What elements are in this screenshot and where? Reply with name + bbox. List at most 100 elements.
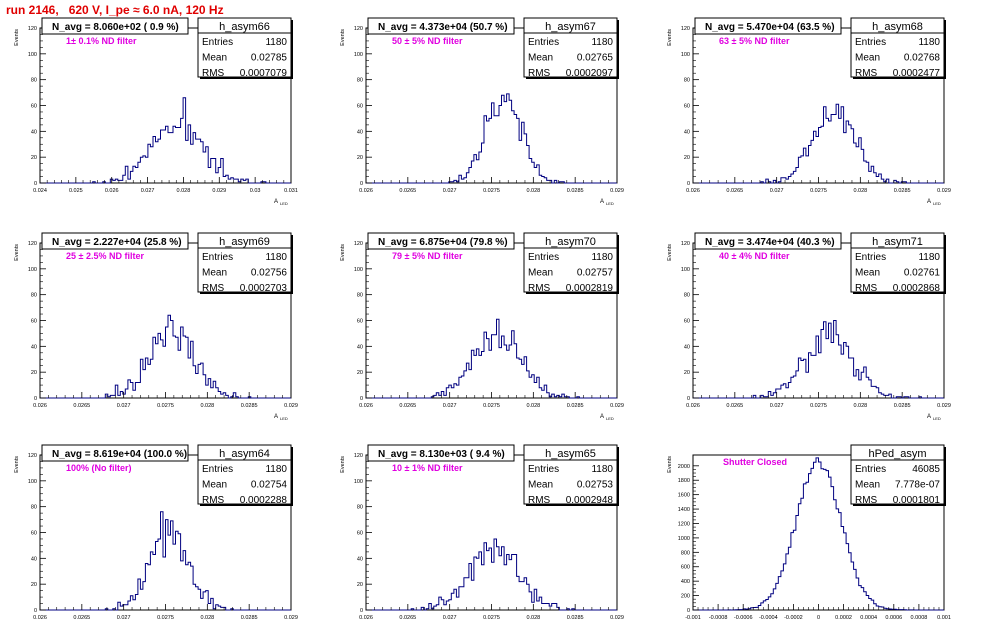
stats-value-entries: 1180	[265, 37, 287, 48]
x-tick-label: 0.028	[526, 188, 540, 194]
x-tick-label: 0.0265	[73, 615, 90, 621]
stats-label-entries: Entries	[202, 464, 233, 475]
stats-label-mean: Mean	[528, 480, 553, 491]
stats-value-entries: 1180	[265, 252, 287, 263]
stats-box	[523, 17, 618, 78]
x-tick-label: 0.027	[117, 403, 131, 409]
y-tick-label: 80	[684, 293, 690, 299]
y-tick-label: 60	[684, 319, 690, 325]
x-tick-label: 0.029	[284, 615, 298, 621]
stats-value-mean: 0.02768	[904, 53, 941, 64]
histogram-line	[40, 97, 291, 184]
x-tick-label: 0.029	[284, 403, 298, 409]
navg-label: N_avg = 8.130e+03 ( 9.4 %)	[378, 449, 505, 460]
x-tick-label: -0.0004	[759, 615, 778, 621]
x-tick-label: 0.0275	[157, 615, 174, 621]
x-tick-label: -0.0002	[784, 615, 803, 621]
y-tick-label: 60	[31, 319, 37, 325]
navg-box	[41, 17, 189, 35]
y-tick-label: 20	[684, 155, 690, 161]
x-tick-label: 0.001	[937, 615, 951, 621]
x-axis-title: A	[274, 199, 278, 205]
stats-label-mean: Mean	[855, 53, 880, 64]
stats-value-mean: 0.02757	[577, 268, 614, 279]
histogram-panel-h_asym66: 0.024 0.025 0.026 0.027 0.028 0.029 0.03 0.031 0…	[14, 17, 298, 206]
run-title: run 2146, 620 V, I_pe ≈ 6.0 nA, 120 Hz	[6, 3, 224, 17]
y-tick-label: 120	[354, 453, 363, 459]
histogram-line	[693, 457, 944, 611]
y-tick-label: 120	[681, 241, 690, 247]
y-tick-label: 1200	[678, 521, 690, 527]
y-tick-label: 20	[357, 582, 363, 588]
y-tick-label: 1800	[678, 478, 690, 484]
x-axis-title: A	[927, 199, 931, 205]
stats-label-entries: Entries	[202, 37, 233, 48]
y-tick-label: 20	[31, 155, 37, 161]
stats-box-title: h_asym69	[219, 236, 270, 248]
histogram-line	[366, 538, 617, 611]
x-tick-label: 0.0275	[483, 615, 500, 621]
stats-box-title: h_asym71	[872, 236, 923, 248]
stats-label-rms: RMS	[202, 68, 225, 79]
stats-box	[850, 232, 945, 293]
x-tick-label: 0.026	[686, 403, 700, 409]
stats-label-entries: Entries	[855, 464, 886, 475]
y-tick-label: 0	[360, 396, 363, 402]
y-tick-label: 20	[357, 155, 363, 161]
y-tick-label: 200	[681, 594, 690, 600]
filter-annotation: 10 ± 1% ND filter	[392, 463, 463, 473]
x-tick-label: 0.03	[250, 188, 261, 194]
stats-box	[523, 232, 618, 293]
y-tick-label: 80	[357, 293, 363, 299]
y-tick-label: 0	[34, 396, 37, 402]
x-axis-title: A	[927, 414, 931, 420]
y-axis-title: Events	[667, 456, 673, 473]
x-tick-label: 0.029	[212, 188, 226, 194]
histogram-panel-h_asym64: 0.026 0.0265 0.027 0.0275 0.028 0.0285 0.029 0 2…	[14, 444, 298, 621]
histogram-line	[693, 103, 944, 184]
x-axis-title: A	[274, 414, 278, 420]
x-tick-label: 0.024	[33, 188, 47, 194]
y-tick-label: 80	[31, 505, 37, 511]
y-tick-label: 40	[31, 344, 37, 350]
stats-box-title: h_asym68	[872, 21, 923, 33]
y-tick-label: 80	[357, 505, 363, 511]
y-tick-label: 20	[31, 370, 37, 376]
x-tick-label: 0.0265	[399, 403, 416, 409]
x-tick-label: 0.028	[200, 403, 214, 409]
stats-box	[197, 232, 292, 293]
stats-value-mean: 0.02785	[251, 53, 288, 64]
x-tick-label: 0.0285	[894, 403, 911, 409]
y-tick-label: 1400	[678, 507, 690, 513]
x-tick-label: 0.028	[177, 188, 191, 194]
navg-label: N_avg = 3.474e+04 (40.3 %)	[705, 237, 835, 248]
stats-label-rms: RMS	[855, 68, 878, 79]
x-tick-label: 0.028	[200, 615, 214, 621]
x-tick-label: 0.0004	[860, 615, 877, 621]
y-axis-title: Events	[14, 244, 20, 261]
stats-value-entries: 1180	[591, 464, 613, 475]
x-tick-label: 0.0275	[810, 188, 827, 194]
x-tick-label: 0.0265	[399, 615, 416, 621]
y-tick-label: 120	[28, 241, 37, 247]
histogram-panel-h_asym68: 0.026 0.0265 0.027 0.0275 0.028 0.0285 0.029 0 2…	[667, 17, 951, 206]
x-axis-title-subscript: LED	[606, 416, 614, 421]
navg-label: N_avg = 2.227e+04 (25.8 %)	[52, 237, 182, 248]
filter-annotation: 100% (No filter)	[66, 463, 132, 473]
y-tick-label: 40	[357, 556, 363, 562]
navg-box	[367, 444, 515, 462]
filter-annotation: Shutter Closed	[723, 457, 787, 467]
y-tick-label: 80	[31, 293, 37, 299]
x-tick-label: 0.0265	[399, 188, 416, 194]
stats-box	[197, 444, 292, 505]
stats-box-title: h_asym67	[545, 21, 596, 33]
histogram-line	[693, 320, 944, 399]
stats-value-entries: 46085	[912, 464, 940, 475]
y-tick-label: 800	[681, 550, 690, 556]
y-tick-label: 40	[357, 344, 363, 350]
x-tick-label: 0.0275	[157, 403, 174, 409]
y-tick-label: 600	[681, 565, 690, 571]
x-tick-label: 0.027	[770, 403, 784, 409]
x-tick-label: -0.001	[685, 615, 701, 621]
